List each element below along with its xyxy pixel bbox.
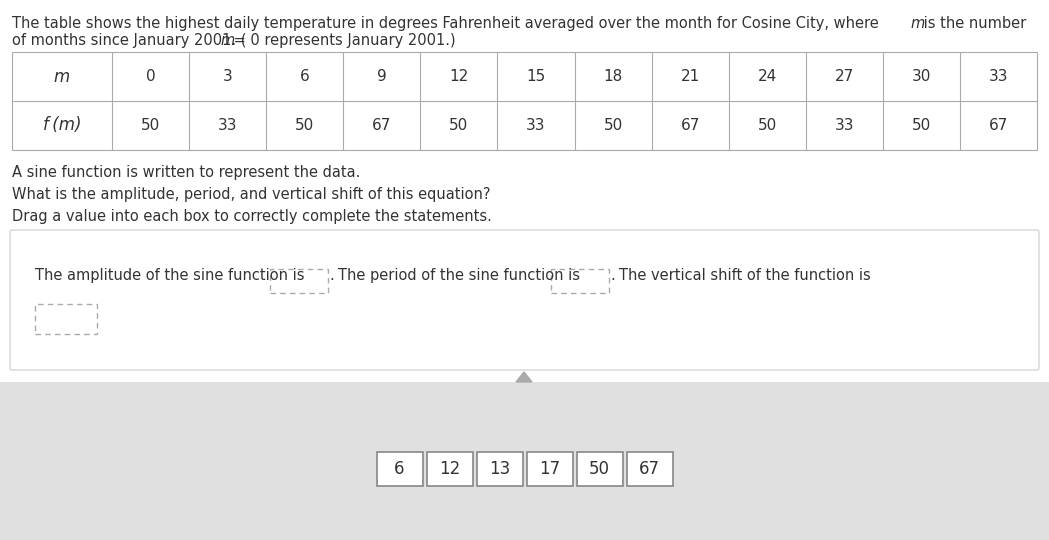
Text: 67: 67 (989, 118, 1008, 133)
Text: f (m): f (m) (43, 117, 81, 134)
Bar (427, 452, 472, 486)
Text: .: . (329, 268, 334, 283)
Text: 21: 21 (681, 69, 700, 84)
Text: 12: 12 (438, 460, 461, 478)
Text: 24: 24 (757, 69, 777, 84)
Text: = 0 represents January 2001.): = 0 represents January 2001.) (229, 33, 455, 48)
Text: 18: 18 (603, 69, 623, 84)
Text: 50: 50 (588, 460, 611, 478)
Bar (476, 452, 522, 486)
Polygon shape (516, 372, 532, 382)
Text: .: . (611, 268, 615, 283)
Bar (527, 452, 573, 486)
FancyBboxPatch shape (10, 230, 1039, 370)
Text: 17: 17 (539, 460, 560, 478)
Text: What is the amplitude, period, and vertical shift of this equation?: What is the amplitude, period, and verti… (12, 187, 491, 202)
Text: 33: 33 (218, 118, 237, 133)
Bar (577, 452, 622, 486)
Text: Drag a value into each box to correctly complete the statements.: Drag a value into each box to correctly … (12, 209, 492, 224)
Text: 33: 33 (527, 118, 545, 133)
Text: 67: 67 (639, 460, 660, 478)
Bar (551, 269, 609, 293)
Bar (0, 382, 1049, 540)
Text: 27: 27 (835, 69, 854, 84)
Text: 15: 15 (527, 69, 545, 84)
Text: 67: 67 (372, 118, 391, 133)
Bar (12, 52, 1037, 150)
Bar (377, 452, 423, 486)
Bar (626, 452, 672, 486)
Text: 6: 6 (394, 460, 405, 478)
Text: m: m (220, 33, 234, 48)
Bar (270, 269, 328, 293)
Text: is the number: is the number (919, 16, 1026, 31)
Text: 50: 50 (912, 118, 932, 133)
Text: 50: 50 (757, 118, 777, 133)
Text: 30: 30 (912, 69, 932, 84)
Text: 50: 50 (603, 118, 623, 133)
Text: The table shows the highest daily temperature in degrees Fahrenheit averaged ove: The table shows the highest daily temper… (12, 16, 883, 31)
Text: 3: 3 (222, 69, 233, 84)
Text: 0: 0 (146, 69, 155, 84)
Text: 50: 50 (141, 118, 160, 133)
Text: The vertical shift of the function is: The vertical shift of the function is (619, 268, 871, 283)
Text: m: m (53, 68, 70, 85)
Bar (35, 304, 97, 334)
Text: 67: 67 (681, 118, 700, 133)
Text: 9: 9 (377, 69, 387, 84)
Text: 13: 13 (489, 460, 510, 478)
Text: 12: 12 (449, 69, 469, 84)
Text: 6: 6 (300, 69, 309, 84)
Text: The period of the sine function is: The period of the sine function is (338, 268, 580, 283)
Text: A sine function is written to represent the data.: A sine function is written to represent … (12, 165, 361, 180)
Text: 33: 33 (835, 118, 854, 133)
Text: of months since January 2001. (: of months since January 2001. ( (12, 33, 247, 48)
Text: 50: 50 (449, 118, 469, 133)
Text: The amplitude of the sine function is: The amplitude of the sine function is (35, 268, 304, 283)
Text: 33: 33 (989, 69, 1008, 84)
Text: m: m (909, 16, 924, 31)
Text: 50: 50 (295, 118, 315, 133)
